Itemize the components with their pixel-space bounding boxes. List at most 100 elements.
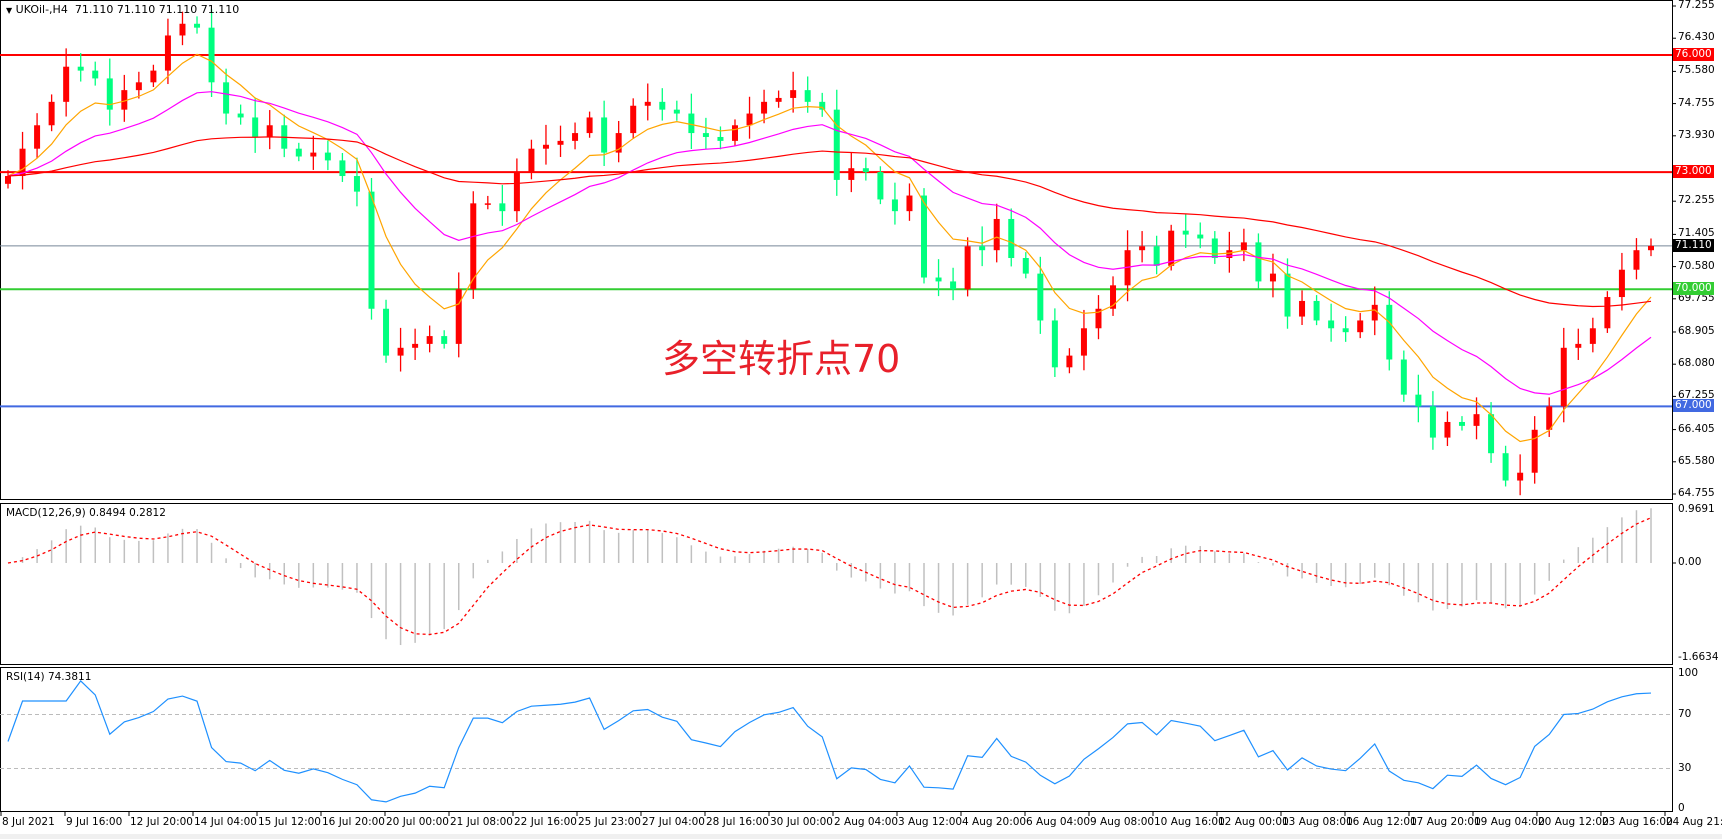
time-tick-label: 20 Aug 12:00 [1538, 816, 1609, 828]
bear-candle [891, 199, 898, 212]
time-tick-label: 12 Aug 00:00 [1218, 816, 1289, 828]
bull-candle [1531, 429, 1538, 473]
bear-candle [702, 133, 709, 137]
price-tick-label: 68.905 [1678, 324, 1715, 337]
bull-candle [1575, 343, 1582, 348]
bear-candle [935, 277, 942, 282]
bull-candle [848, 168, 855, 180]
bear-candle [106, 78, 113, 110]
ma-slow-line [7, 136, 1652, 308]
time-tick-label: 10 Aug 16:00 [1154, 816, 1225, 828]
ma-fast-line [7, 53, 1652, 443]
price-tick-label: 65.580 [1678, 454, 1715, 467]
rsi-tick-label: 0 [1678, 802, 1685, 814]
time-tick-label: 9 Aug 08:00 [1090, 816, 1155, 828]
bull-candle [557, 140, 564, 145]
time-tick-label: 23 Aug 16:00 [1602, 816, 1673, 828]
bull-candle [266, 125, 273, 137]
bear-candle [1008, 218, 1015, 259]
bear-candle [1284, 273, 1291, 317]
bear-candle [1488, 414, 1495, 454]
collapse-triangle-icon[interactable]: ▼ [6, 6, 13, 15]
bull-candle [775, 97, 782, 102]
bull-candle [19, 148, 26, 177]
time-tick-label: 4 Aug 20:00 [962, 816, 1027, 828]
bull-candle [1269, 273, 1276, 282]
price-tick-label: 72.255 [1678, 194, 1715, 207]
bear-candle [717, 136, 724, 141]
bull-candle [513, 172, 520, 212]
bear-candle [383, 308, 390, 356]
bull-candle [644, 101, 651, 106]
bear-candle [979, 246, 986, 251]
time-tick-label: 8 Jul 2021 [2, 816, 55, 828]
bull-candle [1357, 320, 1364, 333]
macd-tick-label: -1.6634 [1678, 651, 1719, 663]
main-panel-frame [0, 0, 1673, 500]
bull-candle [1168, 230, 1175, 266]
bear-candle [223, 82, 230, 114]
rsi-panel-frame [0, 667, 1673, 812]
bear-candle [1386, 304, 1393, 360]
bear-candle [1022, 258, 1029, 274]
price-level-tag: 76.000 [1673, 47, 1714, 61]
bull-candle [1546, 406, 1553, 430]
bear-candle [1313, 300, 1320, 321]
bull-candle [586, 117, 593, 134]
bear-candle [92, 70, 99, 79]
bear-candle [1153, 246, 1160, 266]
time-tick-label: 19 Aug 04:00 [1474, 816, 1545, 828]
price-tick-label: 70.580 [1678, 259, 1715, 272]
time-tick-label: 25 Jul 23:00 [578, 816, 641, 828]
bull-candle [63, 66, 70, 102]
bull-candle [1589, 328, 1596, 344]
price-tick-label: 75.580 [1678, 64, 1715, 77]
bull-candle [542, 144, 549, 149]
bear-candle [877, 172, 884, 200]
annotation-text[interactable]: 多空转折点70 [662, 337, 901, 381]
bull-candle [34, 125, 41, 149]
rsi-tick-label: 70 [1678, 707, 1692, 720]
chart-header: ▼ UKOil-,H4 71.110 71.110 71.110 71.110 [6, 3, 239, 16]
bear-candle [1182, 230, 1189, 235]
bull-candle [150, 70, 157, 83]
bear-candle [673, 109, 680, 114]
time-tick-label: 20 Jul 00:00 [386, 816, 449, 828]
bottom-bar [0, 834, 1722, 839]
bull-candle [1618, 269, 1625, 298]
price-tick-label: 71.405 [1678, 227, 1715, 240]
bull-candle [1560, 347, 1567, 407]
bull-candle [164, 35, 171, 71]
bull-candle [1299, 300, 1306, 317]
bear-candle [601, 117, 608, 153]
price-level-tag: 70.000 [1673, 282, 1714, 296]
bull-candle [179, 23, 186, 36]
macd-tick-label: 0.9691 [1678, 503, 1715, 515]
bull-candle [993, 218, 1000, 251]
bull-candle [528, 148, 535, 173]
price-tick-label: 68.080 [1678, 357, 1715, 370]
time-tick-label: 15 Jul 12:00 [258, 816, 321, 828]
bear-candle [1328, 320, 1335, 329]
time-tick-label: 17 Aug 20:00 [1410, 816, 1481, 828]
bull-candle [5, 176, 11, 184]
bear-candle [77, 66, 84, 71]
bull-candle [1095, 308, 1102, 329]
bear-candle [1255, 242, 1262, 282]
bull-candle [1240, 242, 1247, 251]
bear-candle [295, 148, 302, 157]
price-tick-label: 76.430 [1678, 31, 1715, 44]
bull-candle [470, 203, 477, 290]
bull-candle [1080, 328, 1087, 356]
bull-candle [121, 90, 128, 110]
bull-candle [630, 105, 637, 134]
time-tick-label: 14 Jul 04:00 [194, 816, 257, 828]
bull-candle [572, 133, 579, 141]
time-tick-label: 24 Aug 21:15 [1666, 816, 1722, 828]
bull-candle [731, 125, 738, 141]
price-tick-label: 67.255 [1678, 389, 1715, 402]
bear-candle [353, 176, 360, 192]
bull-candle [1110, 285, 1117, 309]
price-level-tag: 73.000 [1673, 165, 1714, 179]
